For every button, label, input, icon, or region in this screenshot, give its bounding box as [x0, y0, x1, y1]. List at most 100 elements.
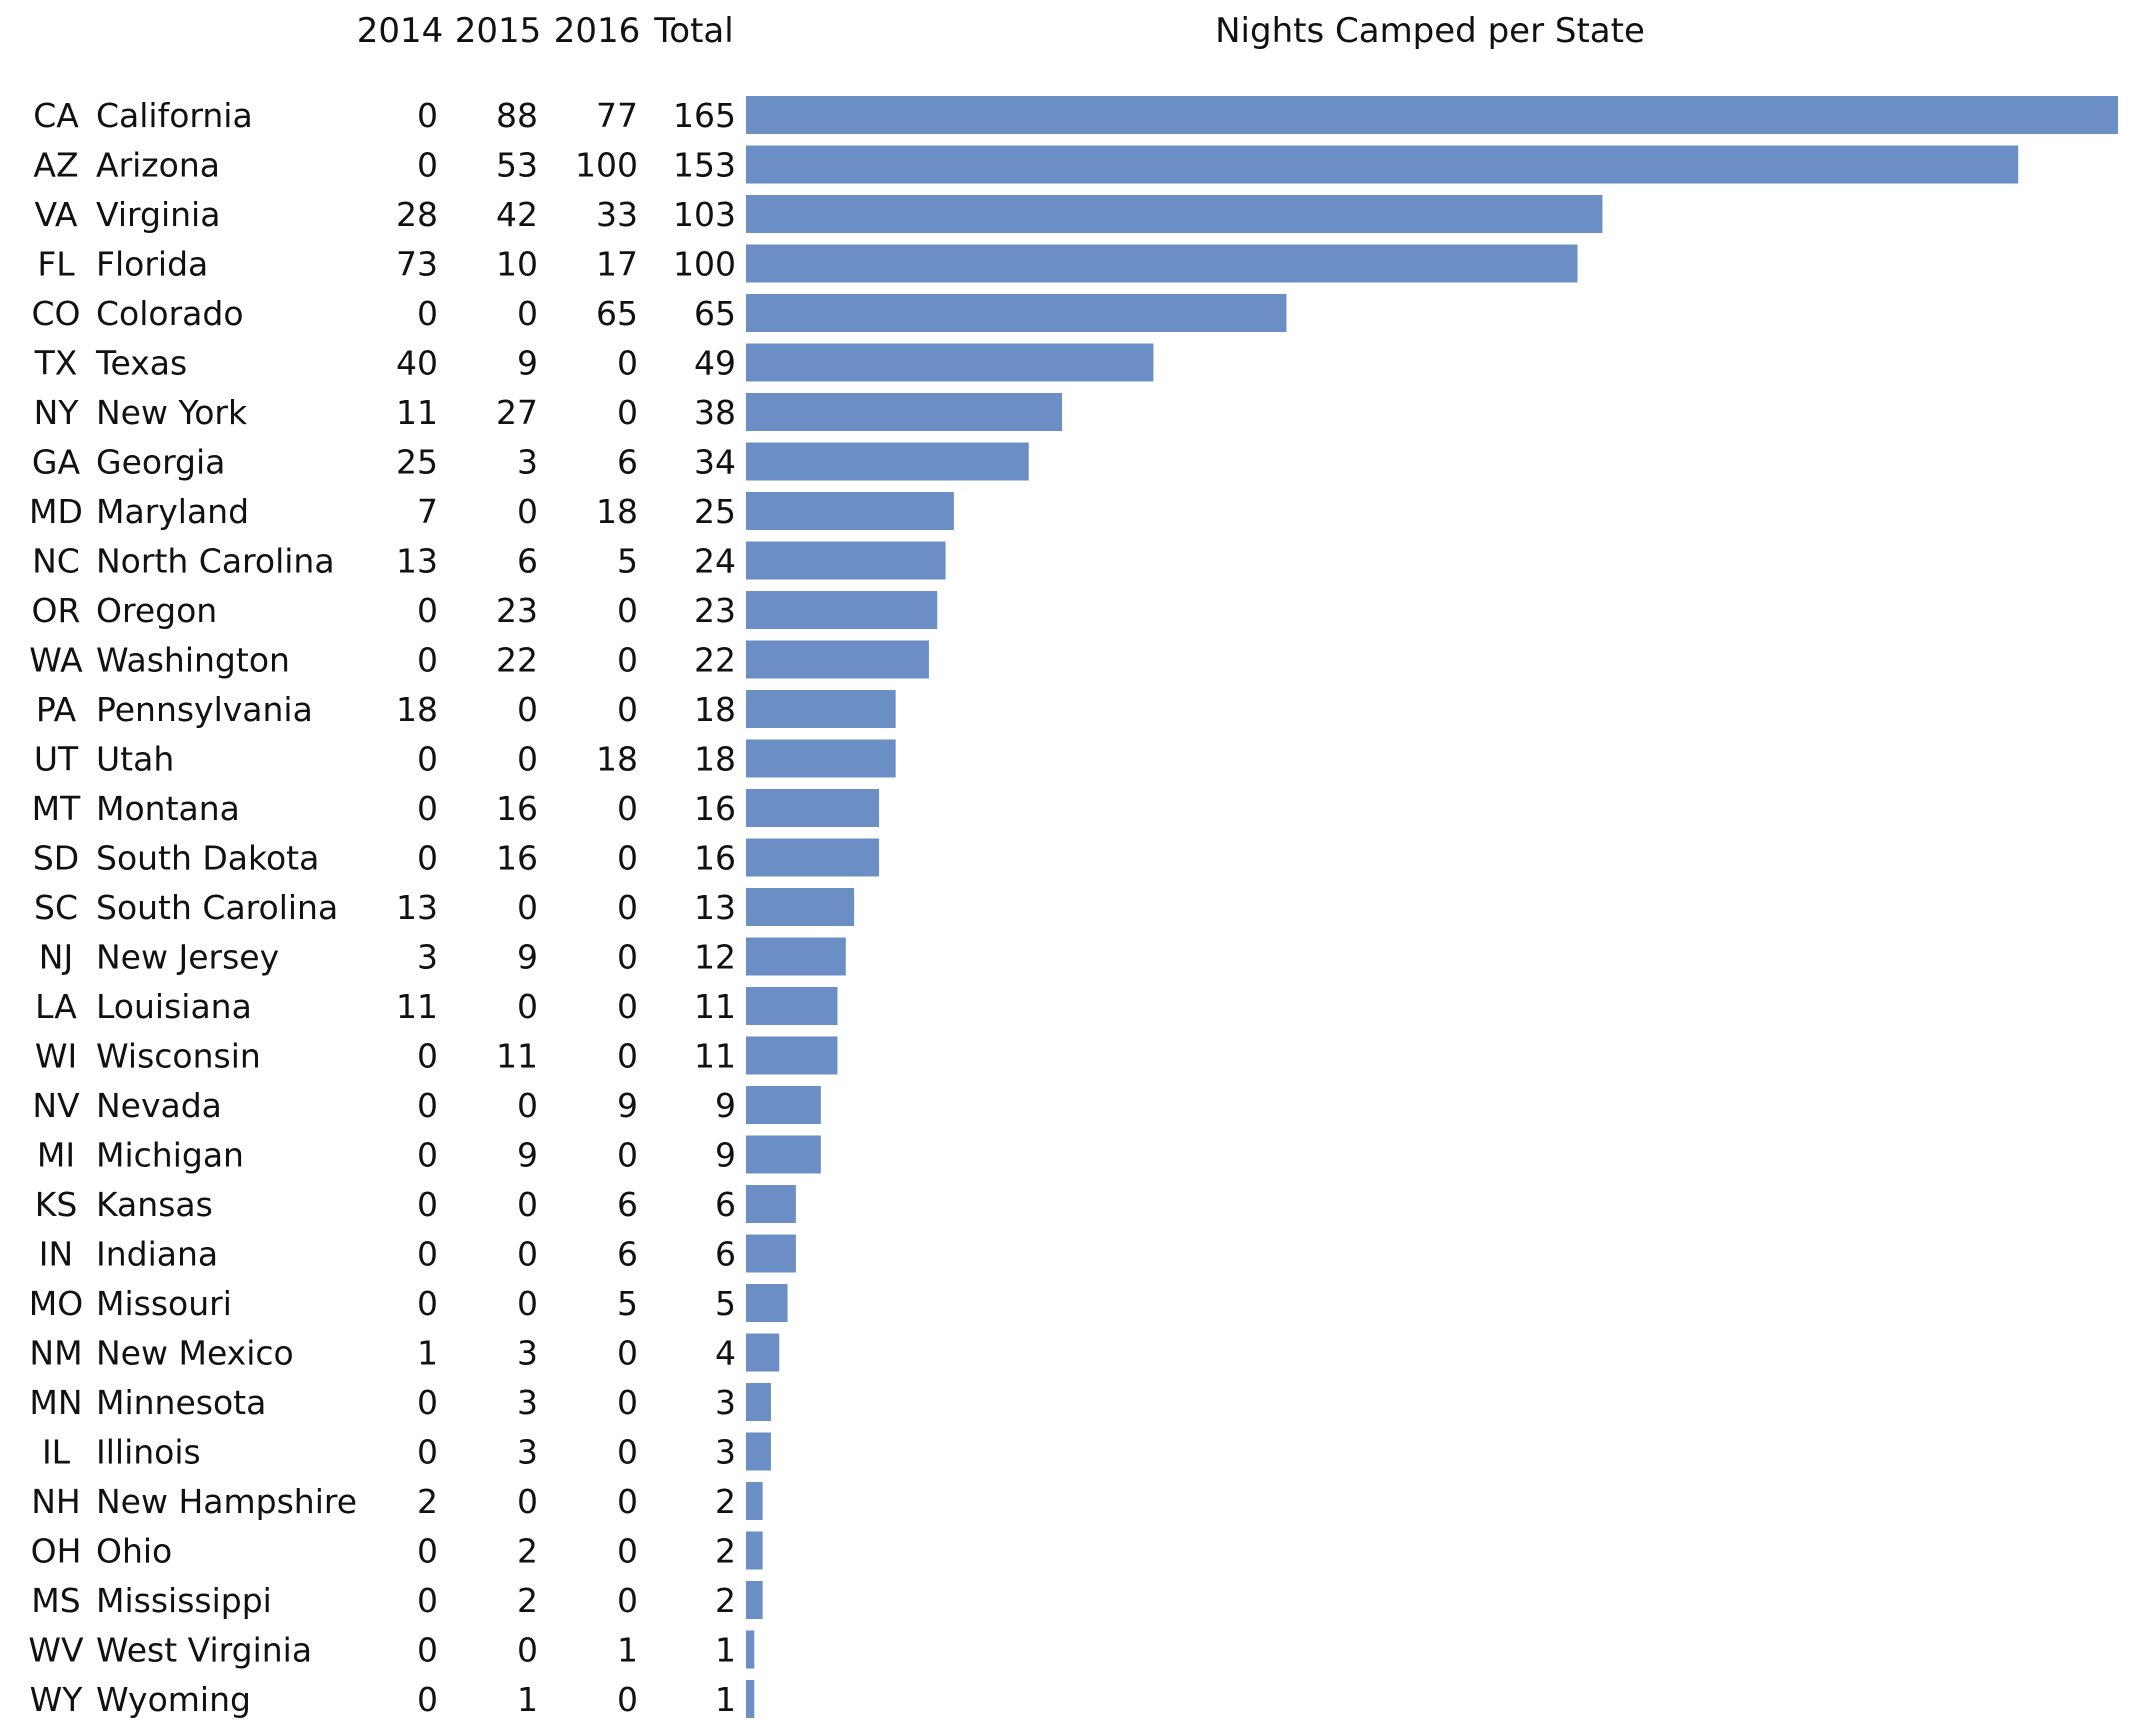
value-2016: 0 [617, 1037, 638, 1076]
value-2016: 0 [617, 1680, 638, 1719]
value-2016: 0 [617, 839, 638, 878]
table-row: MD Maryland 7 0 18 25 [29, 492, 954, 531]
value-total: 22 [694, 641, 736, 680]
bar [746, 1581, 763, 1619]
value-2014: 0 [417, 1037, 438, 1076]
bar [746, 244, 1578, 283]
value-total: 165 [673, 96, 736, 135]
value-2014: 0 [417, 1581, 438, 1620]
state-name: Arizona [96, 146, 220, 185]
table-row: NH New Hampshire 2 0 0 2 [31, 1482, 763, 1521]
value-2014: 0 [417, 1086, 438, 1125]
table-row: NM New Mexico 1 3 0 4 [29, 1333, 780, 1373]
value-2015: 0 [517, 987, 538, 1026]
state-abbr: NJ [39, 938, 73, 977]
bar [746, 937, 846, 976]
state-abbr: LA [35, 987, 77, 1026]
table-row: WV West Virginia 0 0 1 1 [28, 1630, 755, 1670]
value-2014: 0 [417, 96, 438, 135]
value-2014: 25 [396, 443, 438, 482]
value-2015: 53 [496, 146, 538, 185]
value-2015: 1 [517, 1680, 538, 1719]
bar [746, 96, 2118, 134]
value-2016: 6 [617, 443, 638, 482]
value-2016: 5 [617, 542, 638, 581]
value-total: 11 [694, 987, 736, 1026]
value-2014: 73 [396, 245, 438, 284]
state-abbr: GA [32, 443, 81, 482]
value-2015: 16 [496, 839, 538, 878]
value-2015: 0 [517, 1631, 538, 1670]
value-2015: 3 [517, 1383, 538, 1422]
state-name: Colorado [96, 294, 244, 333]
value-2016: 0 [617, 1581, 638, 1620]
value-2015: 0 [517, 1482, 538, 1521]
state-abbr: WI [35, 1037, 77, 1076]
value-total: 9 [715, 1136, 736, 1175]
state-name: New Mexico [96, 1334, 294, 1373]
bar [746, 739, 896, 778]
table-row: SC South Carolina 13 0 0 13 [34, 888, 855, 927]
value-total: 12 [694, 938, 736, 977]
value-2014: 0 [417, 294, 438, 333]
value-2016: 65 [596, 294, 638, 333]
bar [746, 492, 954, 530]
value-total: 11 [694, 1037, 736, 1076]
state-name: West Virginia [96, 1631, 312, 1670]
value-2014: 0 [417, 1680, 438, 1719]
state-abbr: MO [29, 1284, 83, 1323]
value-2016: 0 [617, 1136, 638, 1175]
value-2015: 0 [517, 1284, 538, 1323]
value-2015: 11 [496, 1037, 538, 1076]
state-abbr: MS [31, 1581, 80, 1620]
state-abbr: NH [31, 1482, 81, 1521]
value-total: 5 [715, 1284, 736, 1323]
column-header-2015: 2015 [455, 11, 542, 51]
table-row: IN Indiana 0 0 6 6 [39, 1234, 796, 1274]
bar [746, 1432, 771, 1471]
state-abbr: VA [34, 195, 77, 234]
value-total: 65 [694, 294, 736, 333]
value-2014: 0 [417, 1235, 438, 1274]
value-total: 1 [715, 1631, 736, 1670]
value-2014: 2 [417, 1482, 438, 1521]
value-total: 1 [715, 1680, 736, 1719]
table-row: NC North Carolina 13 6 5 24 [32, 541, 946, 581]
value-2014: 28 [396, 195, 438, 234]
state-abbr: IN [39, 1235, 73, 1274]
value-2016: 0 [617, 987, 638, 1026]
table-row: TX Texas 40 9 0 49 [34, 343, 1154, 383]
value-2015: 0 [517, 740, 538, 779]
state-abbr: WY [30, 1680, 84, 1719]
state-name: Texas [95, 344, 187, 383]
value-2015: 0 [517, 1086, 538, 1125]
bar [746, 789, 880, 827]
value-2014: 0 [417, 1185, 438, 1224]
value-total: 34 [694, 443, 736, 482]
value-total: 2 [715, 1532, 736, 1571]
table-row: CA California 0 88 77 165 [33, 96, 2118, 135]
table-row: KS Kansas 0 0 6 6 [35, 1185, 796, 1224]
value-2014: 0 [417, 839, 438, 878]
bar [746, 1333, 780, 1372]
state-name: Wisconsin [96, 1037, 261, 1076]
table-row: SD South Dakota 0 16 0 16 [33, 838, 880, 878]
state-name: Mississippi [96, 1581, 272, 1620]
state-abbr: NM [29, 1334, 82, 1373]
state-abbr: WA [29, 641, 83, 680]
state-abbr: SC [34, 888, 78, 927]
value-total: 6 [715, 1235, 736, 1274]
table-row: LA Louisiana 11 0 0 11 [35, 987, 838, 1026]
state-name: South Dakota [96, 839, 319, 878]
value-2016: 77 [596, 96, 638, 135]
value-2016: 18 [596, 740, 638, 779]
value-2015: 16 [496, 789, 538, 828]
bar [746, 343, 1154, 382]
value-total: 100 [673, 245, 736, 284]
value-2015: 0 [517, 1185, 538, 1224]
value-2014: 3 [417, 938, 438, 977]
bar [746, 1383, 771, 1421]
value-2014: 0 [417, 789, 438, 828]
table-row: WA Washington 0 22 0 22 [29, 640, 929, 680]
